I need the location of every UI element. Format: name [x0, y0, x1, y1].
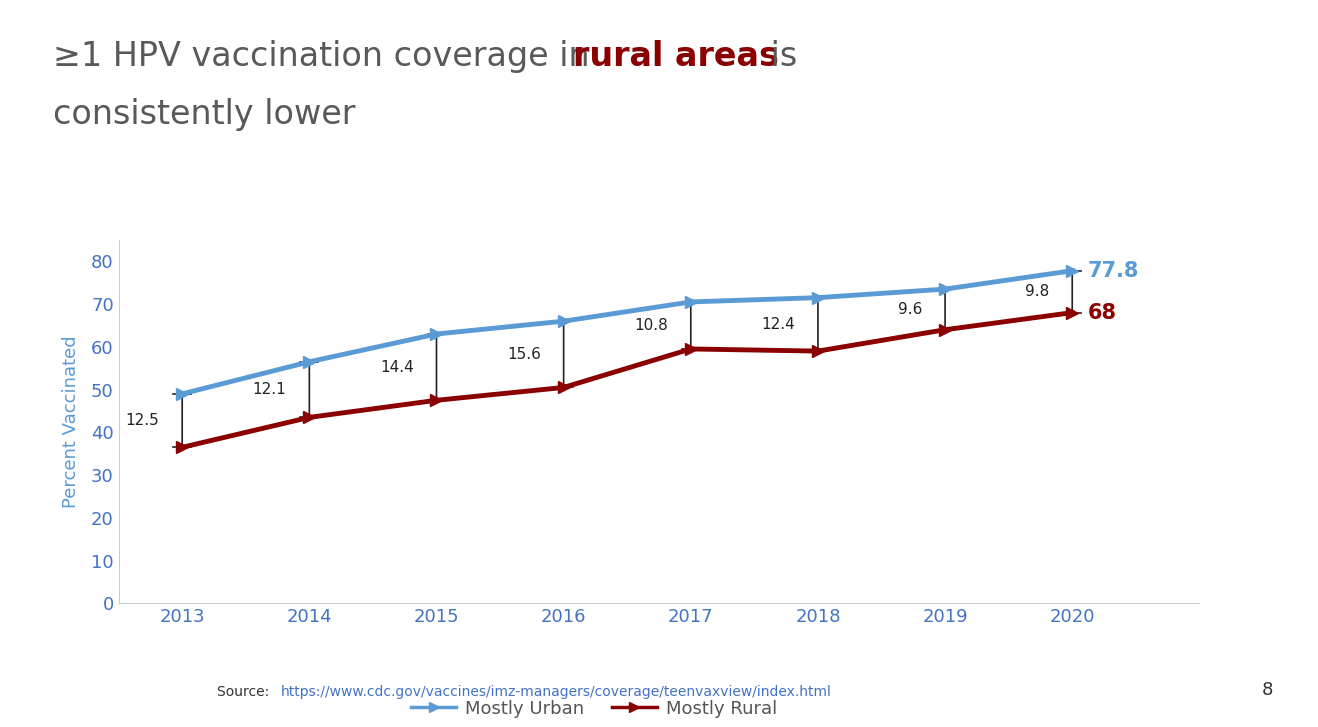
Text: 10.8: 10.8 — [634, 318, 668, 333]
Text: consistently lower: consistently lower — [53, 98, 356, 131]
Text: 68: 68 — [1087, 302, 1116, 323]
Text: rural areas: rural areas — [573, 40, 779, 73]
Text: 9.6: 9.6 — [898, 302, 923, 317]
Text: 14.4: 14.4 — [380, 360, 414, 374]
Text: https://www.cdc.gov/vaccines/imz-managers/coverage/teenvaxview/index.html: https://www.cdc.gov/vaccines/imz-manager… — [281, 686, 832, 699]
Text: is: is — [760, 40, 797, 73]
Text: 12.5: 12.5 — [125, 413, 159, 428]
Text: ≥1 HPV vaccination coverage in: ≥1 HPV vaccination coverage in — [53, 40, 600, 73]
Legend: Mostly Urban, Mostly Rural: Mostly Urban, Mostly Rural — [405, 692, 784, 725]
Text: 12.4: 12.4 — [762, 317, 795, 332]
Text: Source:: Source: — [217, 686, 274, 699]
Text: 15.6: 15.6 — [507, 347, 540, 362]
Text: 8: 8 — [1261, 681, 1273, 699]
Text: 9.8: 9.8 — [1025, 284, 1049, 299]
Y-axis label: Percent Vaccinated: Percent Vaccinated — [62, 335, 80, 508]
Text: 12.1: 12.1 — [253, 382, 286, 397]
Text: 77.8: 77.8 — [1087, 261, 1139, 281]
